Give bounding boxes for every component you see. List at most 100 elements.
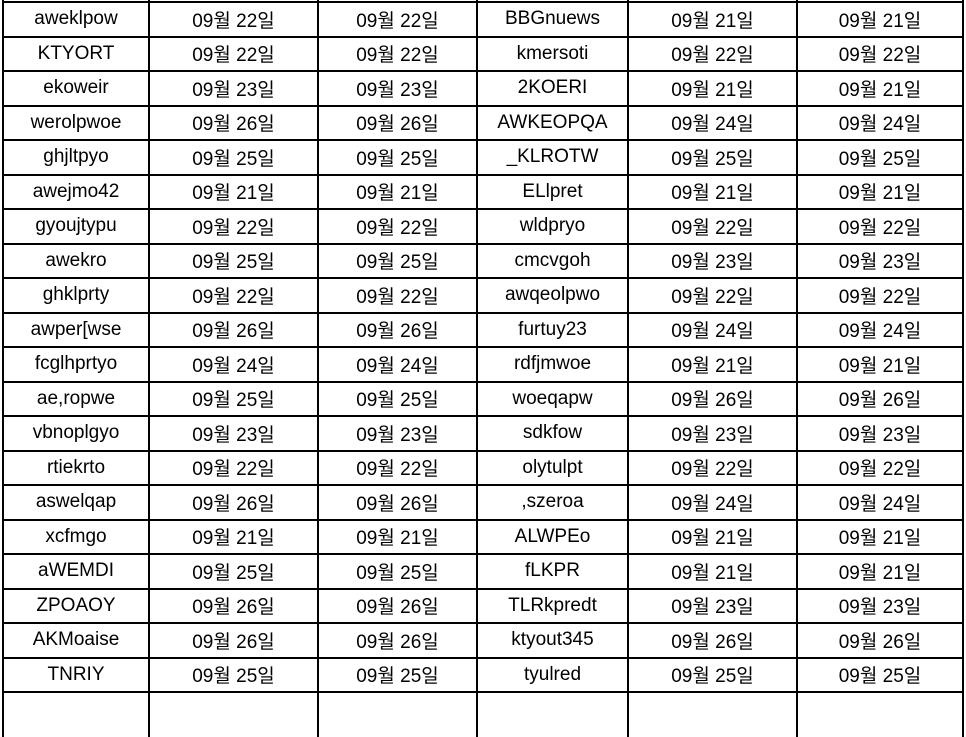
cell[interactable]: BBGnuews bbox=[476, 1, 629, 38]
cell[interactable]: 09월 24일 bbox=[796, 311, 964, 348]
cell[interactable]: 09월 22일 bbox=[317, 277, 478, 314]
cell[interactable]: 09월 21일 bbox=[796, 1, 964, 38]
cell[interactable]: 09월 23일 bbox=[627, 415, 798, 452]
cell[interactable]: 09월 26일 bbox=[317, 484, 478, 521]
cell[interactable]: 09월 26일 bbox=[317, 587, 478, 624]
cell[interactable]: 09월 22일 bbox=[317, 1, 478, 38]
cell[interactable]: 09월 25일 bbox=[148, 242, 319, 279]
cell[interactable]: awper[wse bbox=[2, 311, 150, 348]
cell[interactable]: sdkfow bbox=[476, 415, 629, 452]
cell[interactable]: 09월 21일 bbox=[796, 70, 964, 107]
cell[interactable]: ghklprty bbox=[2, 277, 150, 314]
cell[interactable]: fLKPR bbox=[476, 553, 629, 590]
cell[interactable]: 09월 21일 bbox=[627, 518, 798, 555]
cell[interactable]: 09월 22일 bbox=[796, 277, 964, 314]
cell[interactable]: ELlpret bbox=[476, 173, 629, 210]
cell[interactable]: 09월 22일 bbox=[148, 208, 319, 245]
cell[interactable]: 09월 22일 bbox=[317, 208, 478, 245]
cell[interactable]: 09월 21일 bbox=[627, 1, 798, 38]
cell[interactable]: 09월 24일 bbox=[627, 484, 798, 521]
cell[interactable]: 09월 21일 bbox=[627, 346, 798, 383]
cell[interactable]: 09월 21일 bbox=[796, 518, 964, 555]
cell[interactable]: furtuy23 bbox=[476, 311, 629, 348]
cell[interactable]: _KLROTW bbox=[476, 139, 629, 176]
cell[interactable]: 09월 25일 bbox=[317, 656, 478, 693]
cell[interactable]: woeqapw bbox=[476, 380, 629, 417]
cell[interactable]: 09월 26일 bbox=[317, 104, 478, 141]
cell[interactable] bbox=[148, 691, 319, 737]
cell[interactable]: 09월 25일 bbox=[317, 139, 478, 176]
cell[interactable]: ekoweir bbox=[2, 70, 150, 107]
cell[interactable]: aWEMDI bbox=[2, 553, 150, 590]
cell[interactable]: 09월 22일 bbox=[627, 35, 798, 72]
cell[interactable]: 09월 21일 bbox=[627, 70, 798, 107]
cell[interactable] bbox=[2, 691, 150, 737]
cell[interactable]: tyulred bbox=[476, 656, 629, 693]
cell[interactable]: aswelqap bbox=[2, 484, 150, 521]
cell[interactable]: 09월 22일 bbox=[627, 208, 798, 245]
cell[interactable]: 09월 25일 bbox=[317, 553, 478, 590]
cell[interactable]: olytulpt bbox=[476, 449, 629, 486]
cell[interactable]: 09월 25일 bbox=[148, 553, 319, 590]
cell[interactable]: 09월 25일 bbox=[317, 242, 478, 279]
cell[interactable]: 09월 23일 bbox=[148, 70, 319, 107]
cell[interactable]: 09월 22일 bbox=[148, 35, 319, 72]
cell[interactable] bbox=[317, 691, 478, 737]
cell[interactable]: 09월 26일 bbox=[796, 622, 964, 659]
cell[interactable]: rdfjmwoe bbox=[476, 346, 629, 383]
cell[interactable]: TNRIY bbox=[2, 656, 150, 693]
cell[interactable]: cmcvgoh bbox=[476, 242, 629, 279]
cell[interactable] bbox=[796, 691, 964, 737]
cell[interactable]: werolpwoe bbox=[2, 104, 150, 141]
cell[interactable]: 09월 25일 bbox=[317, 380, 478, 417]
cell[interactable]: 09월 25일 bbox=[148, 380, 319, 417]
cell[interactable]: 09월 22일 bbox=[796, 449, 964, 486]
cell[interactable]: 09월 24일 bbox=[796, 104, 964, 141]
cell[interactable]: AKMoaise bbox=[2, 622, 150, 659]
cell[interactable]: 09월 22일 bbox=[148, 449, 319, 486]
cell[interactable]: ktyout345 bbox=[476, 622, 629, 659]
cell[interactable]: ALWPEo bbox=[476, 518, 629, 555]
cell[interactable]: 09월 26일 bbox=[148, 311, 319, 348]
cell[interactable]: ,szeroa bbox=[476, 484, 629, 521]
cell[interactable]: 2KOERI bbox=[476, 70, 629, 107]
cell[interactable]: 09월 25일 bbox=[796, 139, 964, 176]
cell[interactable]: 09월 23일 bbox=[627, 242, 798, 279]
cell[interactable]: awekro bbox=[2, 242, 150, 279]
cell[interactable]: awejmo42 bbox=[2, 173, 150, 210]
cell[interactable]: 09월 22일 bbox=[627, 449, 798, 486]
cell[interactable]: 09월 23일 bbox=[796, 587, 964, 624]
cell[interactable]: 09월 26일 bbox=[627, 622, 798, 659]
cell[interactable]: vbnoplgyo bbox=[2, 415, 150, 452]
cell[interactable]: 09월 23일 bbox=[627, 587, 798, 624]
cell[interactable]: 09월 23일 bbox=[317, 415, 478, 452]
cell[interactable]: xcfmgo bbox=[2, 518, 150, 555]
cell[interactable]: ae,ropwe bbox=[2, 380, 150, 417]
cell[interactable]: aweklpow bbox=[2, 1, 150, 38]
cell[interactable]: 09월 21일 bbox=[796, 346, 964, 383]
cell[interactable]: 09월 23일 bbox=[796, 415, 964, 452]
cell[interactable]: 09월 22일 bbox=[317, 35, 478, 72]
cell[interactable]: TLRkpredt bbox=[476, 587, 629, 624]
cell[interactable]: 09월 26일 bbox=[148, 587, 319, 624]
cell[interactable]: 09월 25일 bbox=[148, 656, 319, 693]
cell[interactable]: 09월 25일 bbox=[796, 656, 964, 693]
cell[interactable]: rtiekrto bbox=[2, 449, 150, 486]
cell[interactable]: 09월 24일 bbox=[627, 104, 798, 141]
cell[interactable]: 09월 26일 bbox=[148, 622, 319, 659]
cell[interactable]: 09월 21일 bbox=[796, 173, 964, 210]
cell[interactable]: kmersoti bbox=[476, 35, 629, 72]
cell[interactable]: 09월 21일 bbox=[317, 518, 478, 555]
cell[interactable]: 09월 21일 bbox=[317, 173, 478, 210]
cell[interactable]: 09월 21일 bbox=[148, 173, 319, 210]
cell[interactable]: 09월 22일 bbox=[148, 277, 319, 314]
cell[interactable]: wldpryo bbox=[476, 208, 629, 245]
cell[interactable]: 09월 25일 bbox=[627, 656, 798, 693]
cell[interactable]: KTYORT bbox=[2, 35, 150, 72]
cell[interactable]: 09월 23일 bbox=[148, 415, 319, 452]
cell[interactable]: 09월 22일 bbox=[796, 35, 964, 72]
cell[interactable]: 09월 26일 bbox=[796, 380, 964, 417]
cell[interactable]: ghjltpyo bbox=[2, 139, 150, 176]
cell[interactable]: 09월 22일 bbox=[796, 208, 964, 245]
cell[interactable]: gyoujtypu bbox=[2, 208, 150, 245]
